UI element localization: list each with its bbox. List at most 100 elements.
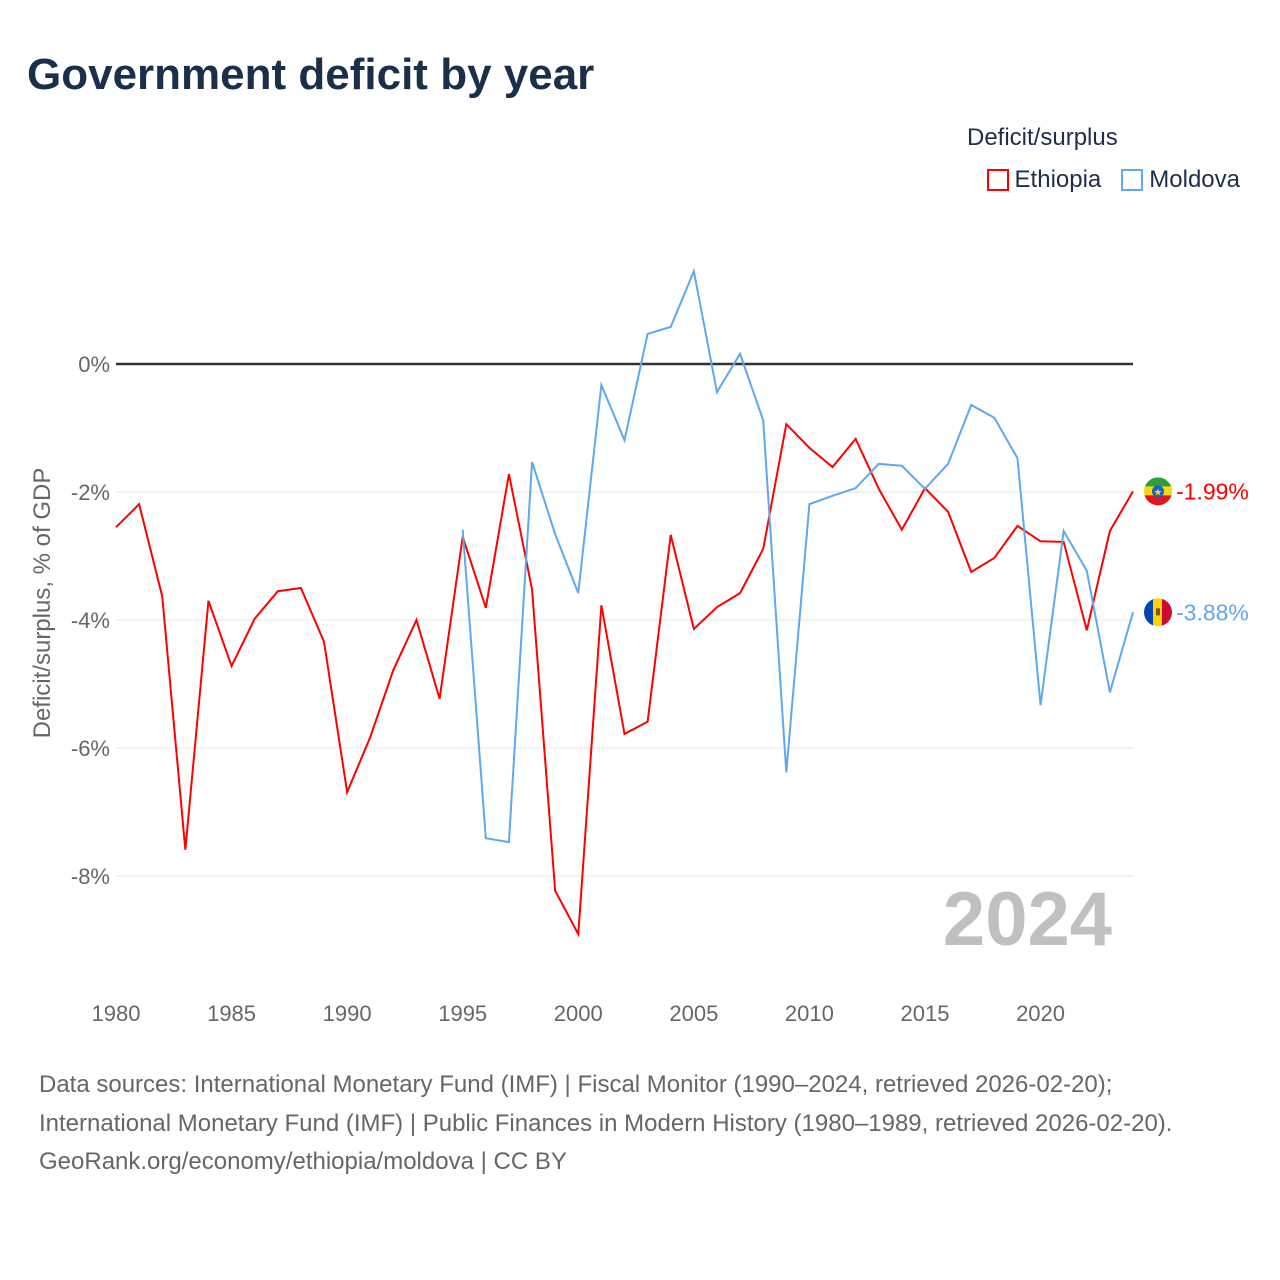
footer: Data sources: International Monetary Fun… — [39, 1066, 1239, 1182]
data-point-ethiopia[interactable] — [275, 588, 281, 594]
data-point-ethiopia[interactable] — [691, 626, 697, 632]
data-point-moldova[interactable] — [830, 493, 836, 499]
data-point-ethiopia[interactable] — [830, 464, 836, 470]
data-point-ethiopia[interactable] — [413, 617, 419, 623]
data-point-ethiopia[interactable] — [645, 719, 651, 725]
data-point-moldova[interactable] — [783, 769, 789, 775]
data-point-moldova[interactable] — [1061, 528, 1067, 534]
data-point-moldova[interactable] — [737, 351, 743, 357]
data-point-ethiopia[interactable] — [252, 616, 258, 622]
data-point-ethiopia[interactable] — [113, 524, 119, 530]
data-point-ethiopia[interactable] — [668, 532, 674, 538]
data-point-ethiopia[interactable] — [529, 586, 535, 592]
data-point-ethiopia[interactable] — [1014, 523, 1020, 529]
data-point-moldova[interactable] — [714, 389, 720, 395]
legend-item-moldova[interactable]: Moldova — [1121, 166, 1240, 194]
data-point-moldova[interactable] — [1084, 568, 1090, 574]
data-point-moldova[interactable] — [945, 461, 951, 467]
x-tick-label: 1985 — [207, 1001, 256, 1026]
data-point-ethiopia[interactable] — [714, 604, 720, 610]
x-tick-label: 2010 — [785, 1001, 834, 1026]
end-label-moldova: -3.88% — [1176, 599, 1249, 625]
legend-title: Deficit/surplus — [967, 124, 1118, 151]
data-point-ethiopia[interactable] — [783, 421, 789, 427]
data-point-ethiopia[interactable] — [853, 436, 859, 442]
data-point-ethiopia[interactable] — [1084, 627, 1090, 633]
data-point-ethiopia[interactable] — [344, 789, 350, 795]
data-point-moldova[interactable] — [1107, 689, 1113, 695]
data-point-moldova[interactable] — [575, 590, 581, 596]
data-point-ethiopia[interactable] — [159, 593, 165, 599]
flag-ethiopia-icon: ★ — [1144, 477, 1172, 506]
series-line-moldova[interactable] — [461, 267, 1134, 844]
data-point-ethiopia[interactable] — [229, 663, 235, 669]
data-point-ethiopia[interactable] — [552, 888, 558, 894]
data-point-ethiopia[interactable] — [483, 605, 489, 611]
data-point-moldova[interactable] — [645, 331, 651, 337]
data-point-ethiopia[interactable] — [945, 509, 951, 515]
data-point-moldova[interactable] — [922, 486, 928, 492]
legend-label-ethiopia: Ethiopia — [1014, 166, 1102, 193]
data-point-ethiopia[interactable] — [575, 931, 581, 937]
y-tick-label: -4% — [71, 608, 110, 633]
svg-text:★: ★ — [1154, 487, 1163, 498]
data-point-ethiopia[interactable] — [506, 471, 512, 477]
data-point-moldova[interactable] — [483, 835, 489, 841]
data-point-moldova[interactable] — [691, 268, 697, 274]
data-point-moldova[interactable] — [1130, 609, 1136, 615]
x-tick-label: 1980 — [92, 1001, 141, 1026]
legend-swatch-ethiopia — [986, 169, 1009, 191]
data-point-ethiopia[interactable] — [367, 734, 373, 740]
data-point-ethiopia[interactable] — [321, 639, 327, 645]
data-point-ethiopia[interactable] — [760, 546, 766, 552]
x-tick-label: 2000 — [554, 1001, 603, 1026]
data-point-ethiopia[interactable] — [136, 501, 142, 507]
data-point-ethiopia[interactable] — [899, 527, 905, 533]
data-point-ethiopia[interactable] — [390, 667, 396, 673]
legend-swatch-moldova — [1121, 169, 1144, 191]
series-line-ethiopia[interactable] — [115, 422, 1134, 938]
data-point-moldova[interactable] — [460, 527, 466, 533]
data-point-moldova[interactable] — [876, 461, 882, 467]
data-point-ethiopia[interactable] — [205, 598, 211, 604]
data-point-ethiopia[interactable] — [1107, 528, 1113, 534]
data-point-moldova[interactable] — [506, 839, 512, 845]
data-point-ethiopia[interactable] — [1130, 488, 1136, 494]
chart-title: Government deficit by year — [27, 50, 595, 99]
data-point-ethiopia[interactable] — [598, 602, 604, 608]
y-tick-label: -6% — [71, 736, 110, 761]
legend: Ethiopia Moldova — [986, 166, 1240, 194]
data-point-moldova[interactable] — [622, 437, 628, 443]
y-tick-label: 0% — [78, 352, 110, 377]
data-point-moldova[interactable] — [529, 459, 535, 465]
credit-link[interactable]: GeoRank.org/economy/ethiopia/moldova | C… — [39, 1148, 567, 1175]
data-point-moldova[interactable] — [968, 402, 974, 408]
x-tick-label: 2020 — [1016, 1001, 1065, 1026]
data-point-ethiopia[interactable] — [437, 696, 443, 702]
end-label-ethiopia: -1.99% — [1176, 478, 1249, 504]
data-point-ethiopia[interactable] — [298, 585, 304, 591]
data-point-moldova[interactable] — [1038, 702, 1044, 708]
x-tick-label: 1990 — [323, 1001, 372, 1026]
data-point-moldova[interactable] — [1014, 455, 1020, 461]
data-point-ethiopia[interactable] — [968, 569, 974, 575]
legend-item-ethiopia[interactable]: Ethiopia — [986, 166, 1102, 194]
data-point-moldova[interactable] — [991, 415, 997, 421]
data-point-moldova[interactable] — [598, 382, 604, 388]
data-point-moldova[interactable] — [668, 324, 674, 330]
data-point-moldova[interactable] — [552, 531, 558, 537]
data-point-moldova[interactable] — [899, 463, 905, 469]
data-point-ethiopia[interactable] — [876, 486, 882, 492]
data-point-ethiopia[interactable] — [622, 731, 628, 737]
data-point-ethiopia[interactable] — [806, 445, 812, 451]
data-point-moldova[interactable] — [760, 417, 766, 423]
data-point-ethiopia[interactable] — [991, 555, 997, 561]
data-point-moldova[interactable] — [806, 501, 812, 507]
data-point-moldova[interactable] — [853, 485, 859, 491]
x-tick-label: 2015 — [901, 1001, 950, 1026]
data-point-ethiopia[interactable] — [1038, 538, 1044, 544]
data-point-ethiopia[interactable] — [737, 590, 743, 596]
x-tick-label: 1995 — [438, 1001, 487, 1026]
data-point-ethiopia[interactable] — [182, 847, 188, 853]
